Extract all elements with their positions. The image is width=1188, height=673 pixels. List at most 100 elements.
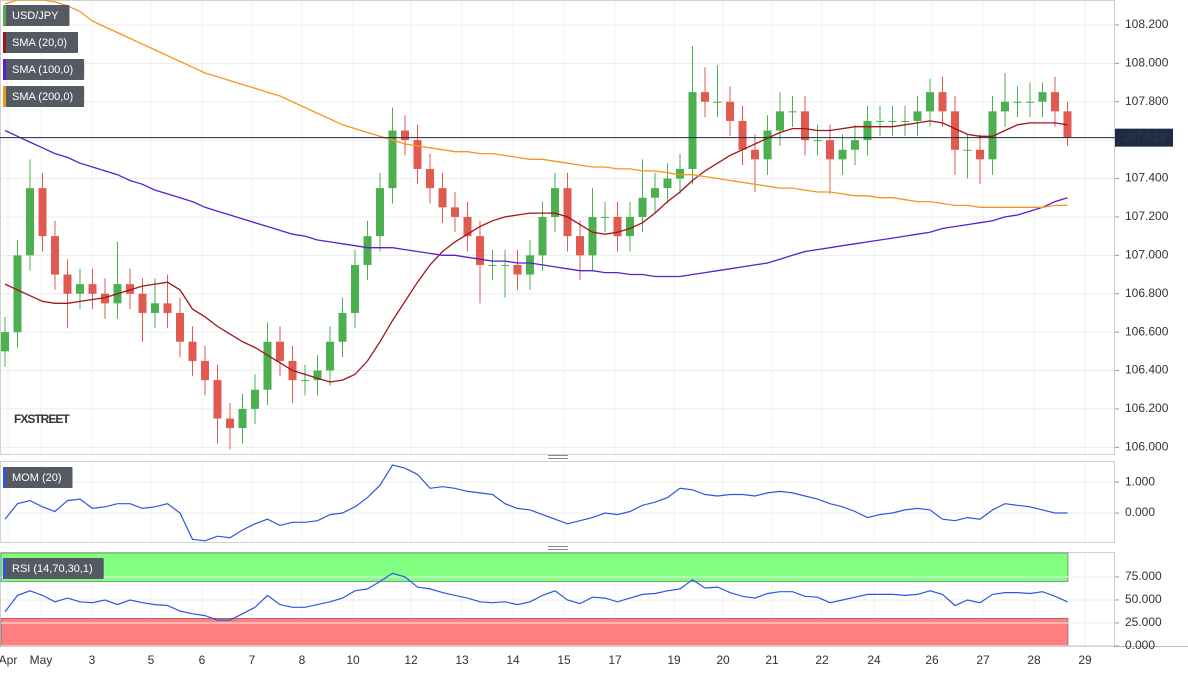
y-tick-label: 0.000 — [1125, 505, 1155, 519]
y-tick-label: 108.000 — [1125, 56, 1169, 70]
candle-body — [101, 293, 109, 304]
candle-body — [676, 168, 684, 179]
candle-body — [763, 130, 772, 160]
candle-body — [938, 92, 947, 112]
price-panel — [0, 0, 1115, 455]
candle-body — [1013, 101, 1022, 103]
watermark: FXSTREET — [14, 412, 70, 426]
candle-body — [38, 188, 47, 237]
last-price-label: 107.613 — [1122, 130, 1166, 144]
candle-body — [151, 303, 159, 313]
candle-body — [776, 111, 784, 131]
candle-body — [588, 216, 597, 256]
candle-body — [426, 168, 434, 189]
legend-swatch — [3, 32, 6, 53]
candle-body — [213, 380, 222, 419]
candle-body — [463, 216, 472, 237]
legend-box — [3, 59, 85, 80]
x-tick-label: 12 — [404, 653, 418, 667]
candle-body — [538, 216, 547, 256]
y-tick-label: 106.000 — [1125, 439, 1169, 453]
y-tick-label: 50.000 — [1125, 592, 1162, 606]
x-tick-label: 21 — [765, 653, 779, 667]
candle-body — [651, 188, 659, 198]
legend-swatch — [3, 5, 6, 26]
legend-item: RSI (14,70,30,1) — [3, 558, 104, 579]
candle-body — [276, 341, 284, 361]
candle-body — [163, 303, 172, 313]
legend-box — [3, 467, 73, 488]
legend-label: SMA (100,0) — [12, 64, 73, 76]
x-tick-label: 7 — [249, 653, 256, 667]
candle-body — [988, 111, 997, 160]
candle-body — [226, 418, 234, 429]
y-tick-label: 106.800 — [1125, 286, 1169, 300]
candle-body — [413, 140, 422, 169]
y-tick-label: 107.200 — [1125, 209, 1169, 223]
candle-body — [1051, 92, 1059, 112]
x-tick-label: 28 — [1027, 653, 1041, 667]
candle-body — [363, 236, 372, 265]
legend-item: SMA (200,0) — [3, 86, 85, 107]
candle-body — [176, 312, 184, 342]
legend-swatch — [3, 59, 6, 80]
candle-body — [76, 284, 84, 294]
candle-body — [826, 140, 834, 160]
legend-box — [3, 5, 70, 26]
candle-body — [501, 264, 509, 266]
candle-body — [513, 264, 522, 275]
candle-body — [663, 178, 672, 189]
legend-item: MOM (20) — [3, 467, 73, 488]
candle-body — [376, 188, 384, 237]
candle-body — [751, 149, 759, 160]
legend-label: MOM (20) — [12, 472, 62, 484]
y-tick-label: 25.000 — [1125, 615, 1162, 629]
x-tick-label: 8 — [299, 653, 306, 667]
candle-body — [601, 216, 609, 218]
candle-body — [576, 236, 584, 256]
legend-label: SMA (200,0) — [12, 91, 73, 103]
sma-line — [4, 120, 1068, 383]
candle-body — [963, 149, 972, 151]
x-tick-label: 20 — [716, 653, 730, 667]
x-tick-label: 29 — [1078, 653, 1092, 667]
y-tick-label: 107.800 — [1125, 94, 1169, 108]
candle-body — [788, 111, 797, 113]
candle-body — [476, 236, 484, 265]
candle-body — [1001, 101, 1009, 112]
candle-body — [1026, 101, 1034, 103]
candle-body — [251, 389, 259, 409]
legend-label: USD/JPY — [12, 10, 59, 22]
indicator-line — [4, 464, 1068, 542]
x-tick-label: 19 — [667, 653, 681, 667]
y-tick-label: 108.200 — [1125, 17, 1169, 31]
legend-box — [3, 86, 85, 107]
candle-body — [888, 120, 897, 122]
candle-body — [263, 341, 272, 390]
candle-body — [388, 130, 397, 189]
legend-swatch — [3, 467, 6, 488]
resize-handle[interactable] — [548, 455, 568, 550]
candle-body — [13, 255, 22, 333]
candle-body — [88, 284, 97, 294]
candle-body — [238, 408, 247, 429]
x-tick-label: 15 — [557, 653, 571, 667]
x-tick-label: 17 — [608, 653, 622, 667]
legend-swatch — [3, 86, 6, 107]
x-tick-label: 10 — [346, 653, 360, 667]
candle-body — [313, 370, 322, 381]
candle-body — [338, 312, 347, 342]
x-tick-label: 6 — [199, 653, 206, 667]
candle-body — [201, 360, 209, 381]
candle-body — [801, 111, 809, 141]
candle-body — [901, 120, 909, 122]
y-tick-label: 107.400 — [1125, 171, 1169, 185]
candle-body — [551, 188, 559, 217]
last-price-box — [1115, 128, 1173, 147]
y-tick-label: 107.000 — [1125, 248, 1169, 262]
candle-body — [351, 264, 359, 313]
sma-line — [4, 0, 1068, 208]
y-tick-label: 106.600 — [1125, 324, 1169, 338]
